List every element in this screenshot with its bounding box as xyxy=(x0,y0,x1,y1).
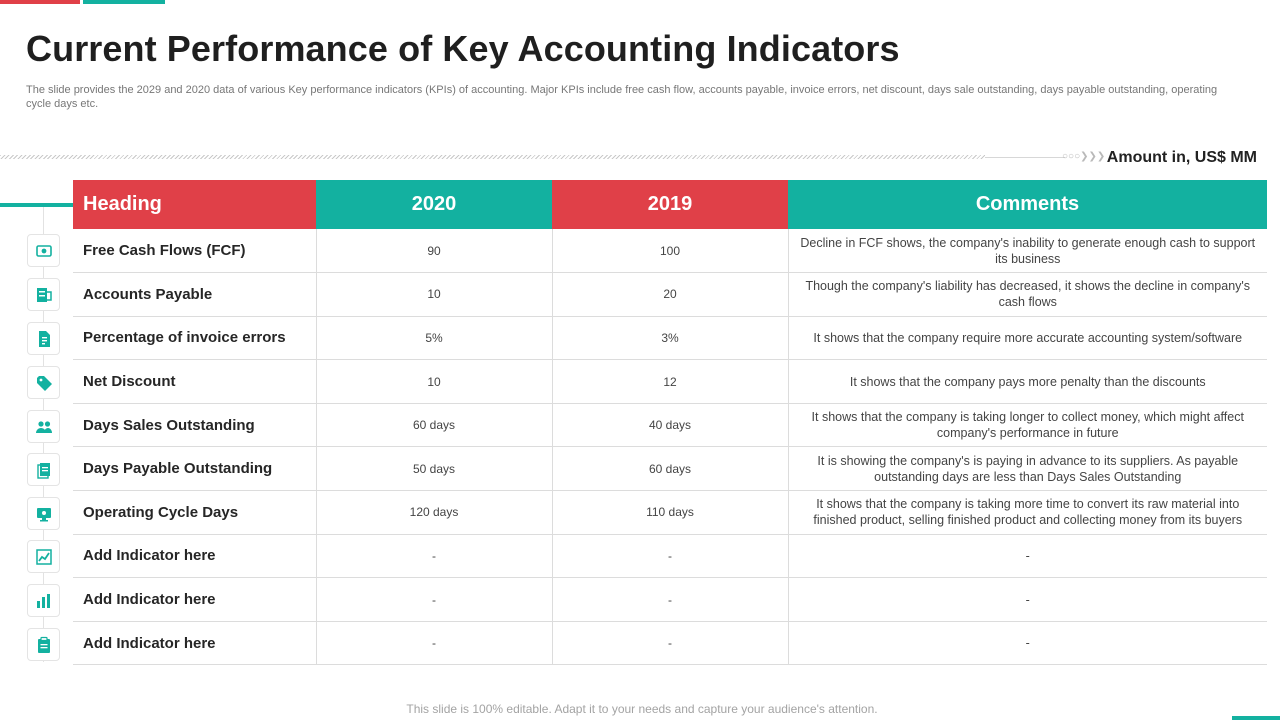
table-row: Days Sales Outstanding 60 days 40 days I… xyxy=(73,403,1267,448)
discount-tag-icon xyxy=(27,366,60,399)
row-comment: - xyxy=(788,534,1267,579)
row-comment: It shows that the company pays more pena… xyxy=(788,359,1267,404)
table-header-row: Heading 2020 2019 Comments xyxy=(73,180,1267,229)
row-heading: Accounts Payable xyxy=(73,272,317,317)
row-value-2019: 110 days xyxy=(552,490,789,535)
row-heading: Days Payable Outstanding xyxy=(73,446,317,492)
row-value-2019: - xyxy=(552,534,789,579)
table-row: Accounts Payable 10 20 Though the compan… xyxy=(73,272,1267,317)
monitor-icon xyxy=(27,497,60,530)
row-heading: Add Indicator here xyxy=(73,577,317,622)
header-2020: 2020 xyxy=(316,180,552,229)
row-value-2020: - xyxy=(316,577,553,622)
row-heading: Operating Cycle Days xyxy=(73,490,317,535)
row-value-2020: 5% xyxy=(316,316,553,361)
table-row: Percentage of invoice errors 5% 3% It sh… xyxy=(73,316,1267,361)
top-red-accent xyxy=(0,0,80,4)
row-value-2020: 10 xyxy=(316,272,553,317)
table-row: Add Indicator here - - - xyxy=(73,621,1267,666)
row-value-2019: 12 xyxy=(552,359,789,404)
row-value-2020: 50 days xyxy=(316,446,553,492)
chart-icon xyxy=(27,540,60,573)
bottom-teal-accent xyxy=(1232,716,1280,720)
row-heading: Percentage of invoice errors xyxy=(73,316,317,361)
row-comment: It is showing the company's is paying in… xyxy=(788,446,1267,492)
clipboard-icon xyxy=(27,628,60,661)
invoice-icon xyxy=(27,322,60,355)
row-value-2020: 90 xyxy=(316,229,553,274)
row-comment: Though the company's liability has decre… xyxy=(788,272,1267,317)
table-row: Net Discount 10 12 It shows that the com… xyxy=(73,359,1267,404)
row-comment: It shows that the company require more a… xyxy=(788,316,1267,361)
divider-line xyxy=(985,157,1065,158)
row-comment: Decline in FCF shows, the company's inab… xyxy=(788,229,1267,274)
table-row: Days Payable Outstanding 50 days 60 days… xyxy=(73,446,1267,492)
row-value-2019: 100 xyxy=(552,229,789,274)
cash-flow-icon xyxy=(27,234,60,267)
accounts-payable-icon xyxy=(27,278,60,311)
people-icon xyxy=(27,410,60,443)
page-subtitle: The slide provides the 2029 and 2020 dat… xyxy=(26,84,1218,110)
table-row: Add Indicator here - - - xyxy=(73,534,1267,579)
amount-unit-label: Amount in, US$ MM xyxy=(1106,149,1257,166)
documents-icon xyxy=(27,453,60,486)
row-heading: Add Indicator here xyxy=(73,534,317,579)
kpi-table: Heading 2020 2019 Comments Free Cash Flo… xyxy=(73,180,1267,666)
top-teal-accent xyxy=(83,0,165,4)
header-comments: Comments xyxy=(788,180,1267,229)
header-2019: 2019 xyxy=(552,180,788,229)
row-value-2019: 60 days xyxy=(552,446,789,492)
row-value-2019: 3% xyxy=(552,316,789,361)
row-value-2019: - xyxy=(552,577,789,622)
table-row: Free Cash Flows (FCF) 90 100 Decline in … xyxy=(73,229,1267,274)
divider-arrows-icon: ○○○❯❯❯ xyxy=(1062,151,1106,162)
header-heading: Heading xyxy=(73,180,316,229)
row-comment: It shows that the company is taking more… xyxy=(788,490,1267,535)
table-row: Operating Cycle Days 120 days 110 days I… xyxy=(73,490,1267,535)
analytics-icon xyxy=(27,584,60,617)
row-value-2020: 120 days xyxy=(316,490,553,535)
row-value-2020: 60 days xyxy=(316,403,553,448)
row-value-2020: - xyxy=(316,534,553,579)
hatched-divider xyxy=(0,155,985,159)
table-row: Add Indicator here - - - xyxy=(73,577,1267,622)
row-value-2019: 40 days xyxy=(552,403,789,448)
row-heading: Net Discount xyxy=(73,359,317,404)
teal-side-stub xyxy=(0,203,73,207)
row-heading: Days Sales Outstanding xyxy=(73,403,317,448)
row-comment: - xyxy=(788,621,1267,666)
row-heading: Add Indicator here xyxy=(73,621,317,666)
row-value-2020: - xyxy=(316,621,553,666)
row-comment: It shows that the company is taking long… xyxy=(788,403,1267,448)
row-value-2019: 20 xyxy=(552,272,789,317)
row-value-2020: 10 xyxy=(316,359,553,404)
row-heading: Free Cash Flows (FCF) xyxy=(73,229,317,274)
footer-note: This slide is 100% editable. Adapt it to… xyxy=(406,702,878,716)
row-comment: - xyxy=(788,577,1267,622)
row-value-2019: - xyxy=(552,621,789,666)
page-title: Current Performance of Key Accounting In… xyxy=(26,28,900,69)
